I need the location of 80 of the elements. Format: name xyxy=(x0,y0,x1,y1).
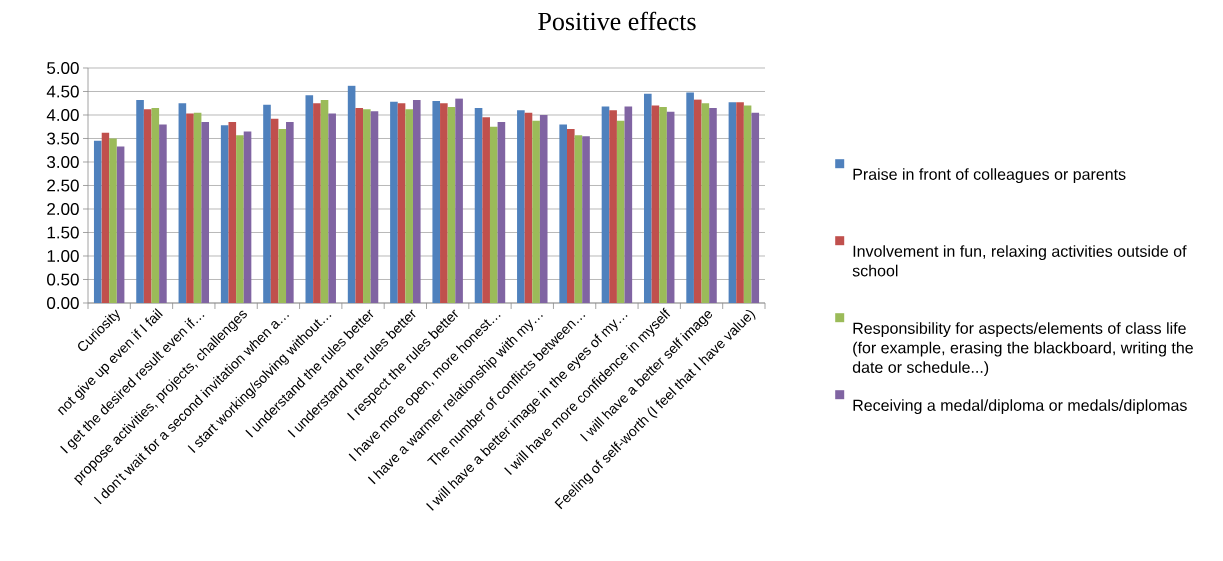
y-tick-label: 0.00 xyxy=(47,296,79,310)
bar xyxy=(263,104,271,303)
y-tick-label: 2.50 xyxy=(47,179,79,192)
bar xyxy=(278,129,287,303)
y-tick-label: 4.50 xyxy=(46,85,79,98)
bar xyxy=(116,146,125,303)
bar xyxy=(601,106,610,303)
y-tick-label: 1.50 xyxy=(47,226,79,239)
bar xyxy=(320,99,329,303)
bar xyxy=(728,102,737,303)
bar xyxy=(743,105,752,303)
bar xyxy=(328,113,336,303)
bar xyxy=(243,131,252,303)
bar xyxy=(305,95,314,303)
bar xyxy=(201,122,210,303)
legend-label: Praise in front of colleagues or parents xyxy=(853,168,1126,184)
bar xyxy=(101,132,110,303)
bar xyxy=(651,105,660,303)
bar xyxy=(151,107,160,303)
bar xyxy=(489,126,498,303)
bar xyxy=(559,124,567,303)
bar xyxy=(159,124,167,303)
legend-label: Involvement in fun, relaxing activities outside of school xyxy=(852,245,1187,277)
bar xyxy=(390,101,398,303)
bar xyxy=(497,122,506,303)
bar xyxy=(539,115,548,303)
bar xyxy=(186,113,194,303)
bar xyxy=(659,107,667,303)
bar xyxy=(482,117,490,303)
bar xyxy=(355,107,364,303)
bar xyxy=(405,109,413,303)
bar xyxy=(347,85,356,303)
y-tick-label: 4.00 xyxy=(46,108,79,122)
bar xyxy=(136,99,144,303)
bar xyxy=(574,135,583,303)
bar xyxy=(286,122,294,303)
y-tick-label: 5.00 xyxy=(47,61,79,75)
bar xyxy=(643,93,652,303)
bar xyxy=(709,107,717,303)
bar xyxy=(582,136,590,303)
bar xyxy=(412,99,421,303)
bar xyxy=(228,122,237,303)
bar xyxy=(313,103,321,303)
bar xyxy=(109,138,117,303)
bar xyxy=(736,102,744,303)
bar xyxy=(178,103,187,303)
bar xyxy=(236,135,244,303)
bar xyxy=(440,103,448,303)
bar xyxy=(474,107,483,303)
bar xyxy=(566,129,575,303)
bar xyxy=(693,99,702,303)
bar xyxy=(447,107,456,303)
bar xyxy=(532,120,540,303)
y-tick-label: 3.50 xyxy=(47,132,79,145)
bar xyxy=(193,112,202,303)
bar xyxy=(432,100,441,303)
y-tick-label: 0.50 xyxy=(47,273,79,286)
bar xyxy=(455,98,463,303)
bar xyxy=(751,112,760,303)
bar xyxy=(397,103,406,303)
y-tick-label: 3.00 xyxy=(47,155,79,169)
bar xyxy=(270,118,279,303)
bar xyxy=(517,110,525,303)
bar xyxy=(143,109,152,303)
legend-label: Receiving a medal/diploma or medals/diplomas xyxy=(853,399,1187,415)
bar xyxy=(93,140,102,303)
bar xyxy=(524,112,533,303)
bar xyxy=(370,111,379,303)
bar xyxy=(616,120,625,303)
bar xyxy=(686,92,694,303)
bar xyxy=(220,125,229,303)
chart-title: Positive effects xyxy=(538,11,696,31)
bar xyxy=(666,111,675,303)
y-tick-label: 2.00 xyxy=(47,202,79,216)
bar xyxy=(609,110,617,303)
bar xyxy=(624,106,633,303)
legend-label: Responsibility for aspects/elements of class life (for example, erasing the blackboard, writing the date or schedule...) xyxy=(852,322,1193,377)
y-tick-label: 1.00 xyxy=(47,249,79,263)
bar xyxy=(701,103,710,303)
bar xyxy=(363,109,371,303)
